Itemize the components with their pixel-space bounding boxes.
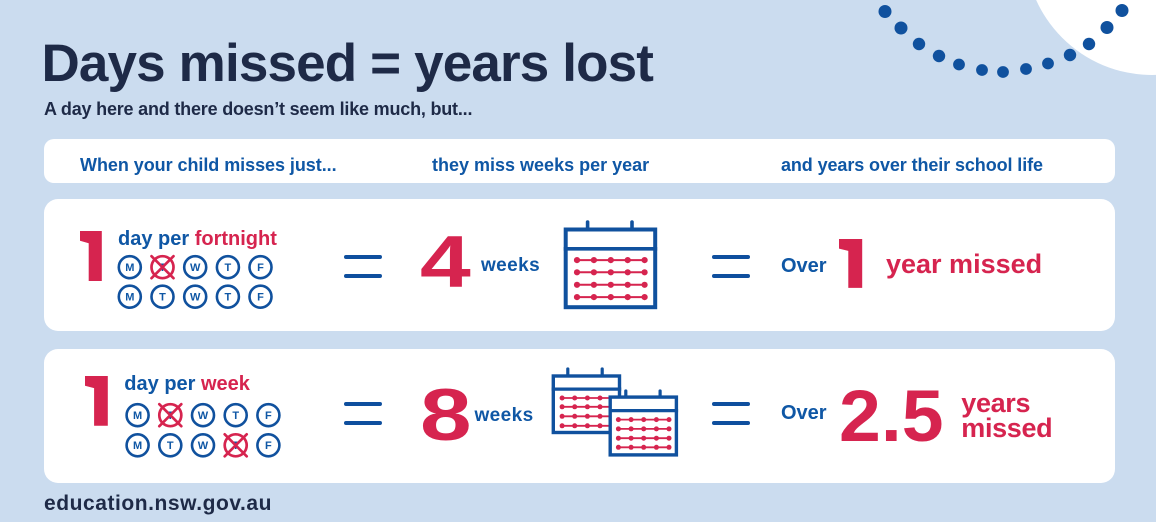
svg-text:M: M [133,410,142,422]
svg-text:F: F [257,292,264,304]
svg-text:T: T [232,410,239,422]
svg-text:M: M [133,440,142,452]
svg-text:T: T [225,292,232,304]
svg-text:W: W [190,262,201,274]
svg-text:T: T [159,292,166,304]
svg-text:F: F [265,440,272,452]
svg-text:W: W [198,410,209,422]
svg-text:W: W [190,292,201,304]
svg-text:M: M [125,292,134,304]
svg-text:W: W [198,440,209,452]
svg-text:F: F [265,410,272,422]
svg-text:M: M [125,262,134,274]
svg-text:T: T [225,262,232,274]
svg-text:F: F [257,262,264,274]
svg-text:T: T [167,440,174,452]
